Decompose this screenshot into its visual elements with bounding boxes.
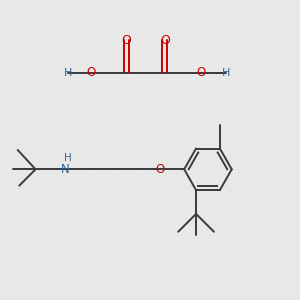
Text: N: N [61, 163, 70, 176]
Text: O: O [160, 34, 170, 46]
Text: O: O [121, 34, 131, 46]
Text: H: H [64, 153, 71, 163]
Text: O: O [156, 163, 165, 176]
Text: O: O [86, 66, 95, 79]
Text: H: H [64, 68, 73, 78]
Text: O: O [196, 66, 205, 79]
Text: H: H [222, 68, 230, 78]
